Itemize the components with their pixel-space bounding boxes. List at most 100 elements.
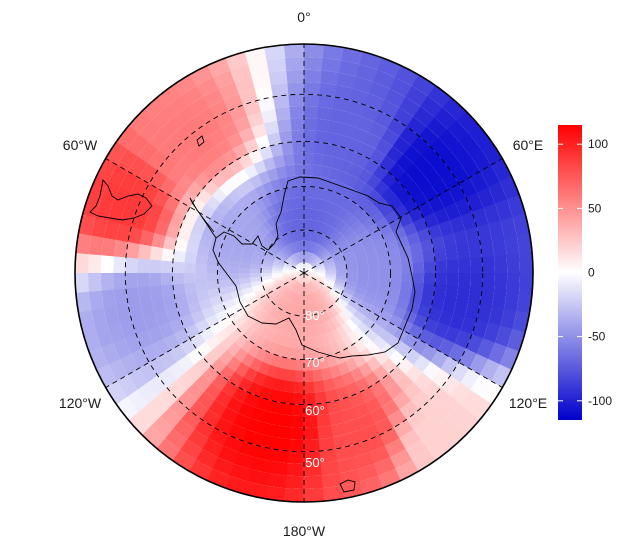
field-cell xyxy=(480,381,503,406)
field-cell xyxy=(352,245,365,255)
field-cell xyxy=(232,315,247,329)
colorbar-ticks: 100 50 0 -50 -100 xyxy=(558,137,612,408)
field-cell xyxy=(286,450,304,464)
field-cell xyxy=(411,282,424,295)
field-cell xyxy=(382,302,396,315)
field-cell xyxy=(289,186,298,199)
field-cell xyxy=(302,283,304,295)
field-cell xyxy=(516,291,533,315)
field-cell xyxy=(282,271,294,273)
field-cell xyxy=(302,427,319,440)
field-cell xyxy=(196,76,220,97)
field-cell xyxy=(349,441,370,458)
field-cell xyxy=(458,258,471,275)
field-cell xyxy=(239,272,251,279)
field-cell xyxy=(316,425,333,440)
field-cell xyxy=(75,251,89,273)
field-cell xyxy=(282,272,294,275)
field-cell xyxy=(190,309,206,324)
field-cell xyxy=(328,228,339,241)
field-cell xyxy=(283,276,295,283)
field-cell xyxy=(165,95,189,118)
field-cell xyxy=(299,262,304,273)
field-cell xyxy=(342,250,355,259)
field-cell xyxy=(254,84,275,101)
field-cell xyxy=(378,427,400,447)
field-cell xyxy=(254,197,267,212)
field-cell xyxy=(483,203,501,225)
field-cell xyxy=(315,130,330,144)
field-cell xyxy=(323,280,335,287)
field-cell xyxy=(255,322,267,335)
field-cell xyxy=(456,286,471,304)
field-cell xyxy=(267,131,283,146)
field-cell xyxy=(302,488,324,502)
field-cell xyxy=(164,427,188,450)
field-cell xyxy=(125,256,138,273)
field-cell xyxy=(302,439,320,452)
field-cell xyxy=(285,290,294,301)
field-cell xyxy=(437,338,456,358)
field-cell xyxy=(246,469,269,486)
field-cell xyxy=(160,116,183,138)
field-cell xyxy=(141,342,160,363)
field-cell xyxy=(214,328,230,343)
field-cell xyxy=(428,195,445,214)
field-cell xyxy=(304,273,310,283)
field-cell xyxy=(234,197,249,212)
field-cell xyxy=(500,308,517,331)
field-cell xyxy=(255,134,271,150)
field-cell xyxy=(307,315,314,327)
field-cell xyxy=(95,363,117,388)
field-cell xyxy=(78,212,96,236)
field-cell xyxy=(313,391,327,405)
field-cell xyxy=(297,264,304,273)
field-cell xyxy=(275,367,287,381)
field-cell xyxy=(276,310,286,322)
field-cell xyxy=(311,220,319,232)
field-cell xyxy=(368,273,380,281)
field-cell xyxy=(282,267,294,272)
field-cell xyxy=(285,260,296,268)
field-cell xyxy=(423,261,436,274)
field-cell xyxy=(334,220,346,232)
field-cell xyxy=(476,304,493,324)
field-cell xyxy=(341,246,353,256)
field-cell xyxy=(309,281,317,292)
field-cell xyxy=(206,272,218,282)
field-cell xyxy=(431,158,452,179)
field-cell xyxy=(297,263,304,273)
field-cell xyxy=(277,252,288,261)
field-cell xyxy=(308,282,315,293)
field-cell xyxy=(406,116,428,137)
field-cell xyxy=(128,109,153,135)
field-cell xyxy=(240,338,255,353)
field-cell xyxy=(331,251,344,260)
field-cell xyxy=(290,197,299,210)
field-cell xyxy=(268,245,280,255)
field-cell xyxy=(195,262,207,273)
field-cell xyxy=(315,232,323,244)
field-cell xyxy=(283,263,295,270)
field-cell xyxy=(261,269,272,273)
field-cell xyxy=(316,289,325,300)
field-cell xyxy=(258,170,272,185)
field-cell xyxy=(304,269,315,273)
field-cell xyxy=(320,235,329,247)
field-cell xyxy=(274,281,286,290)
field-cell xyxy=(412,217,428,233)
field-cell xyxy=(272,201,283,215)
field-cell xyxy=(314,274,326,279)
field-cell xyxy=(325,331,336,345)
field-cell xyxy=(288,427,304,440)
field-cell xyxy=(273,239,284,251)
field-cell xyxy=(481,273,495,291)
field-cell xyxy=(281,323,291,336)
field-cell xyxy=(302,415,318,428)
field-cell xyxy=(271,437,290,452)
field-cell xyxy=(283,153,296,166)
field-cell xyxy=(349,219,363,232)
field-cell xyxy=(482,256,495,275)
field-cell xyxy=(237,211,251,225)
field-cell xyxy=(228,104,249,122)
